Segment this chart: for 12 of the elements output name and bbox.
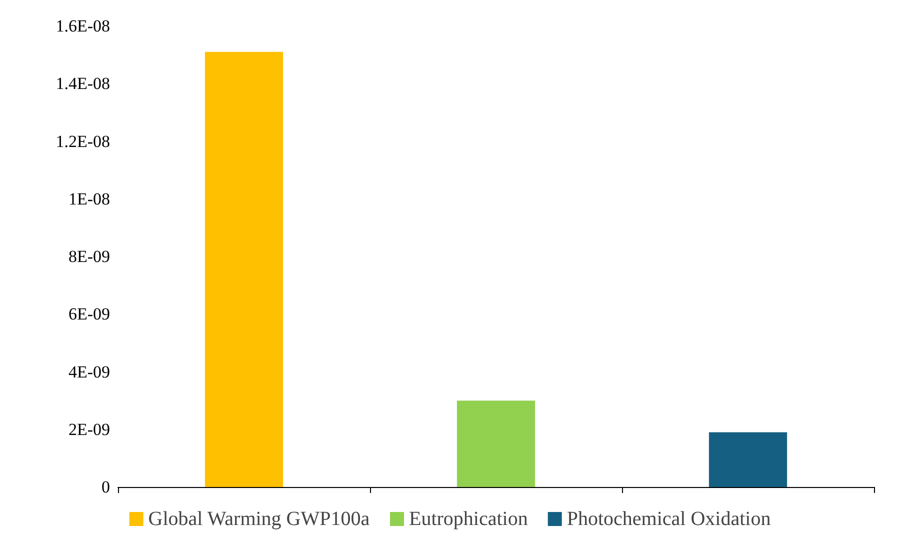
legend-label: Eutrophication bbox=[408, 508, 528, 530]
y-tick-label: 1E-08 bbox=[68, 189, 110, 208]
y-tick-label: 1.2E-08 bbox=[56, 132, 110, 151]
y-tick-label: 1.6E-08 bbox=[56, 16, 110, 36]
legend-label: Global Warming GWP100a bbox=[148, 508, 370, 530]
y-tick-label: 0 bbox=[102, 478, 110, 496]
legend-label: Photochemical Oxidation bbox=[566, 508, 771, 530]
y-tick-label: 8E-09 bbox=[68, 247, 110, 266]
y-tick-label: 1.4E-08 bbox=[56, 74, 110, 94]
y-tick-label: 6E-09 bbox=[68, 304, 110, 324]
y-tick-label: 2E-09 bbox=[68, 420, 110, 439]
y-tick-label: 4E-09 bbox=[68, 362, 110, 382]
